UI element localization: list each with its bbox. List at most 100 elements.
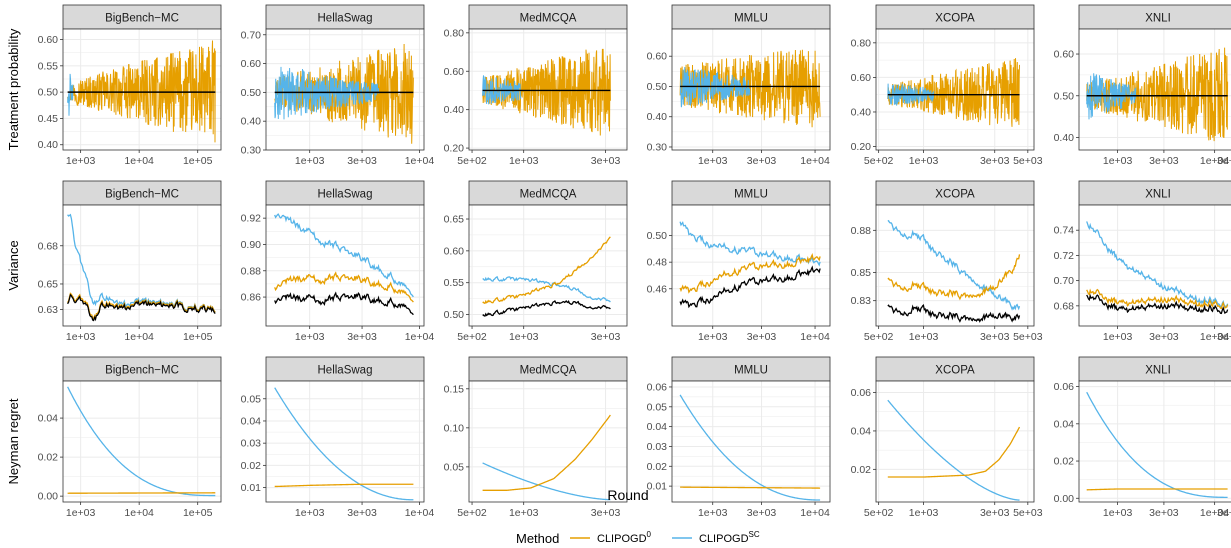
facet-label: MMLU bbox=[734, 13, 768, 25]
facet-label: HellaSwag bbox=[318, 365, 373, 377]
y-tick-label: 0.02 bbox=[851, 464, 872, 476]
plot-background bbox=[469, 205, 627, 326]
x-tick-label: 5e+03 bbox=[1013, 507, 1043, 519]
panel-xcopa-r2: XCOPA 0.83 0.85 0.88 5e+02 1e+03 3e+03 5e+03 bbox=[851, 181, 1043, 343]
plot-background bbox=[469, 381, 627, 502]
y-tick-label: 0.60 bbox=[241, 58, 262, 70]
x-tick-label: 1e+03 bbox=[509, 155, 539, 167]
y-tick-label: 0.06 bbox=[851, 387, 872, 399]
y-tick-label: 0.01 bbox=[647, 481, 668, 493]
y-tick-label: 0.80 bbox=[851, 37, 872, 49]
y-tick-label: 0.72 bbox=[1054, 250, 1075, 262]
y-tick-label: 0.60 bbox=[444, 245, 465, 257]
facet-label: XCOPA bbox=[935, 189, 975, 201]
y-tick-label: 0.00 bbox=[38, 491, 59, 503]
x-tick-label: 1e+03 bbox=[698, 331, 728, 343]
y-tick-label: 0.90 bbox=[241, 239, 262, 251]
x-tick-label: 1e+03 bbox=[1103, 331, 1133, 343]
y-tick-label: 0.65 bbox=[38, 278, 59, 290]
y-tick-label: 0.60 bbox=[1054, 49, 1075, 61]
x-tick-label: 1e+03 bbox=[1103, 155, 1133, 167]
facet-label: XCOPA bbox=[935, 13, 975, 25]
x-tick-label: 5e+02 bbox=[864, 155, 894, 167]
facet-label: XNLI bbox=[1145, 189, 1171, 201]
y-tick-label: 0.46 bbox=[647, 283, 668, 295]
x-tick-label: 1e+04 bbox=[405, 331, 435, 343]
x-tick-label: 3e+04 bbox=[1217, 331, 1231, 343]
facet-label: HellaSwag bbox=[318, 189, 373, 201]
y-tick-label: 0.48 bbox=[647, 257, 668, 269]
panel-bigbenchmc-r1: BigBench−MC 0.40 0.45 0.50 0.55 0.60 1e+03 1e+0… bbox=[38, 5, 221, 167]
x-tick-label: 3e+03 bbox=[980, 507, 1010, 519]
x-tick-label: 1e+03 bbox=[295, 155, 325, 167]
y-tick-label: 0.74 bbox=[1054, 225, 1075, 237]
x-tick-label: 3e+03 bbox=[747, 155, 777, 167]
facet-label: XCOPA bbox=[935, 365, 975, 377]
y-axis-title: Neyman regret bbox=[6, 398, 21, 484]
x-tick-label: 1e+03 bbox=[1103, 507, 1133, 519]
y-tick-label: 0.04 bbox=[38, 413, 59, 425]
x-tick-label: 1e+03 bbox=[295, 331, 325, 343]
x-tick-label: 3e+03 bbox=[747, 331, 777, 343]
x-axis-title: Round bbox=[607, 487, 648, 503]
y-tick-label: 0.50 bbox=[1054, 90, 1075, 102]
y-tick-label: 0.50 bbox=[241, 87, 262, 99]
x-tick-label: 5e+02 bbox=[457, 331, 487, 343]
x-tick-label: 3e+03 bbox=[591, 507, 621, 519]
y-tick-label: 0.50 bbox=[647, 230, 668, 242]
y-tick-label: 0.70 bbox=[1054, 275, 1075, 287]
x-tick-label: 1e+04 bbox=[124, 507, 154, 519]
x-tick-label: 1e+03 bbox=[295, 507, 325, 519]
panel-bigbenchmc-r2: BigBench−MC0.630.650.681e+03 1e+04 1e+05 bbox=[38, 181, 221, 343]
x-tick-label: 5e+03 bbox=[1013, 331, 1043, 343]
panel-medmcqa-r1: MedMCQA0.200.400.600.805e+02 1e+03 3e+03 bbox=[444, 5, 627, 167]
y-tick-label: 0.05 bbox=[241, 393, 262, 405]
plot-background bbox=[1079, 381, 1231, 502]
y-tick-label: 0.88 bbox=[241, 265, 262, 277]
y-tick-label: 0.02 bbox=[647, 461, 668, 473]
facet-label: MedMCQA bbox=[520, 13, 577, 25]
x-tick-label: 1e+03 bbox=[909, 155, 939, 167]
facet-label: MedMCQA bbox=[520, 189, 577, 201]
panel-bigbenchmc-r3: BigBench−MC0.000.020.041e+03 1e+04 1e+05 bbox=[38, 357, 221, 519]
y-tick-label: 0.40 bbox=[241, 116, 262, 128]
x-tick-label: 3e+03 bbox=[347, 507, 377, 519]
x-tick-label: 3e+03 bbox=[747, 507, 777, 519]
legend-label: CLIPOGD0 bbox=[597, 530, 652, 545]
panel-xcopa-r3: XCOPA 0.02 0.04 0.06 5e+02 1e+03 3e+03 5e+03 bbox=[851, 357, 1043, 519]
x-tick-label: 1e+03 bbox=[66, 507, 96, 519]
y-tick-label: 0.68 bbox=[38, 240, 59, 252]
y-tick-label: 0.68 bbox=[1054, 300, 1075, 312]
x-tick-label: 3e+04 bbox=[1217, 155, 1231, 167]
y-tick-label: 0.92 bbox=[241, 213, 262, 225]
x-tick-label: 1e+04 bbox=[800, 331, 830, 343]
y-tick-label: 0.05 bbox=[444, 461, 465, 473]
y-tick-label: 0.30 bbox=[647, 141, 668, 153]
y-tick-label: 0.15 bbox=[444, 383, 465, 395]
y-tick-label: 0.10 bbox=[444, 422, 465, 434]
panel-mmlu-r3: MMLU0.010.020.030.040.050.061e+03 3e+03 1e… bbox=[647, 357, 830, 519]
panel-xcopa-r1: XCOPA 0.20 0.40 0.60 0.80 5e+02 1e+03 3e+03 5e+0… bbox=[851, 5, 1043, 167]
x-tick-label: 3e+03 bbox=[1149, 155, 1179, 167]
x-tick-label: 1e+04 bbox=[405, 507, 435, 519]
legend-title: Method bbox=[516, 531, 559, 546]
y-axis-title: Treatment probability bbox=[6, 28, 21, 150]
y-tick-label: 0.04 bbox=[241, 415, 262, 427]
panel-mmlu-r2: MMLU0.460.480.501e+03 3e+03 1e+04 bbox=[647, 181, 830, 343]
y-tick-label: 0.02 bbox=[1054, 456, 1075, 468]
y-tick-label: 0.55 bbox=[444, 277, 465, 289]
facet-label: MedMCQA bbox=[520, 365, 577, 377]
y-tick-label: 0.40 bbox=[38, 139, 59, 151]
x-tick-label: 1e+04 bbox=[405, 155, 435, 167]
facet-label: XNLI bbox=[1145, 13, 1171, 25]
y-tick-label: 0.88 bbox=[851, 225, 872, 237]
x-tick-label: 1e+04 bbox=[124, 155, 154, 167]
panel-hellaswag-r2: HellaSwag0.860.880.900.921e+03 3e+03 1e+04 bbox=[241, 181, 435, 343]
x-tick-label: 5e+02 bbox=[864, 507, 894, 519]
x-tick-label: 1e+04 bbox=[800, 155, 830, 167]
x-tick-label: 1e+05 bbox=[183, 507, 213, 519]
y-tick-label: 0.45 bbox=[38, 113, 59, 125]
panel-hellaswag-r3: HellaSwag0.010.020.030.040.051e+03 3e+03 1… bbox=[241, 357, 435, 519]
